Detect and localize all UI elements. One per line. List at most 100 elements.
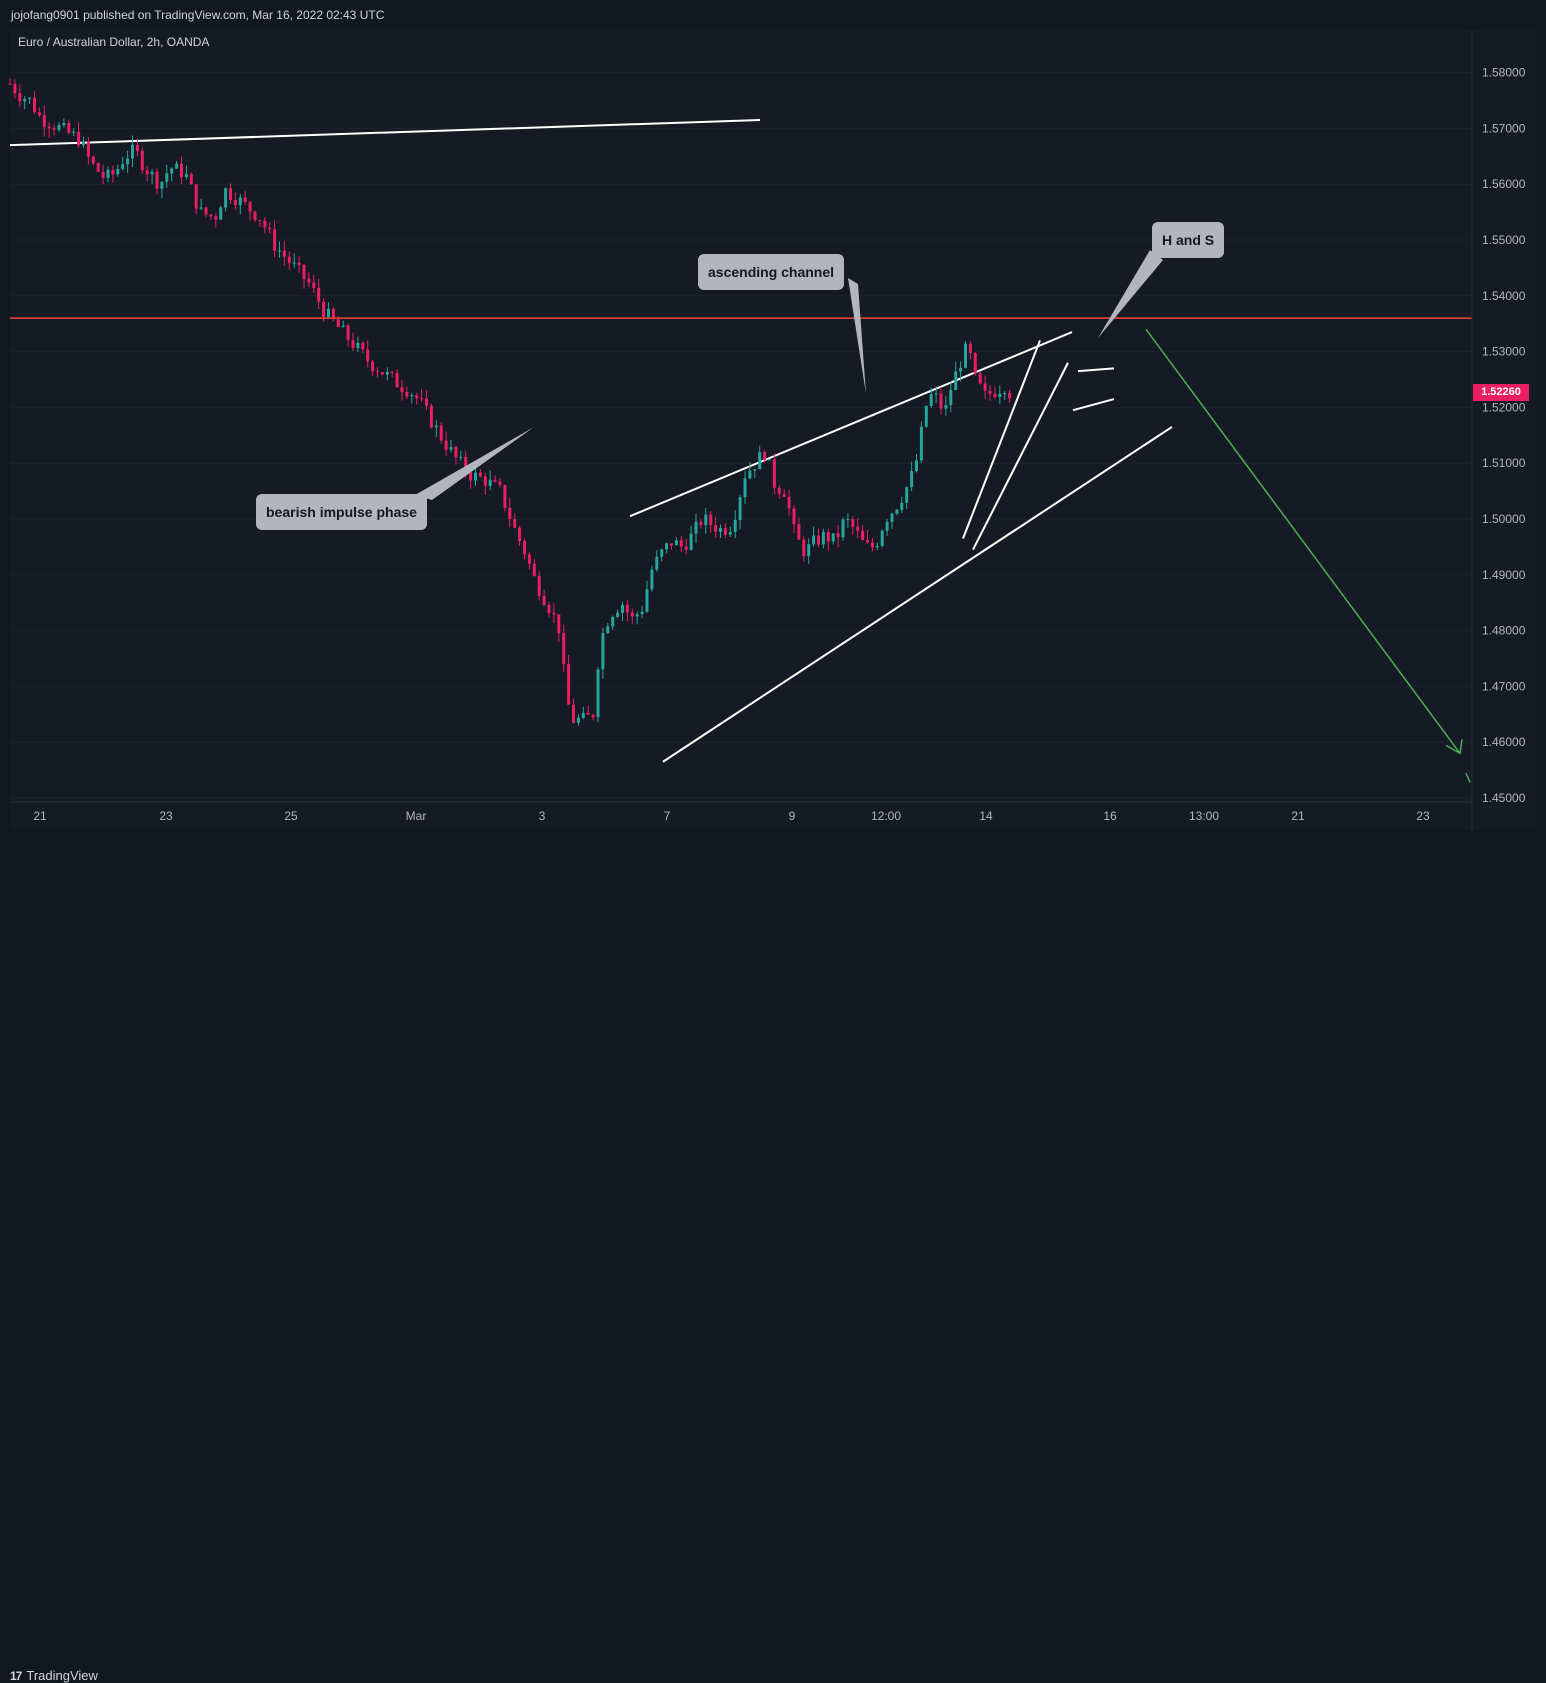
candle-body	[567, 664, 571, 705]
candle-body	[336, 319, 340, 327]
candle-body	[278, 250, 281, 252]
callout-ascending-channel[interactable]: ascending channel	[698, 254, 845, 290]
candle-body	[621, 604, 624, 613]
top-bar: jojofang0901 published on TradingView.co…	[0, 0, 1546, 30]
candle-body	[723, 527, 727, 535]
candle-body	[454, 447, 458, 458]
candle-body	[111, 169, 115, 175]
time-tick-label: 14	[979, 809, 993, 823]
candle-body	[42, 115, 46, 127]
candle-body	[248, 201, 252, 212]
candle-body	[23, 98, 27, 102]
candle-body	[792, 508, 796, 525]
tradingview-logo[interactable]: 17 TradingView	[10, 1668, 98, 1683]
candle-body	[204, 207, 208, 215]
candle-body	[660, 549, 664, 557]
candle-body	[753, 469, 757, 471]
candle-body	[807, 544, 811, 557]
candle-body	[572, 704, 575, 723]
price-tick-label: 1.57000	[1482, 121, 1526, 135]
candle-body	[86, 141, 90, 157]
candle-body	[96, 163, 100, 172]
candle-body	[679, 540, 683, 547]
price-tick-label: 1.50000	[1482, 512, 1526, 526]
candle-body	[371, 361, 375, 372]
time-tick-label: 23	[159, 809, 173, 823]
flag-top[interactable]	[1077, 367, 1115, 373]
price-axis[interactable]: 1.58000 1.57000 1.56000 1.55000 1.54000 1.530…	[1482, 66, 1526, 805]
candle-body	[748, 470, 752, 479]
candle-body	[846, 519, 850, 521]
callout-pointer-bearish	[415, 427, 534, 500]
candle-body	[542, 596, 546, 606]
rising-wedge-right[interactable]	[972, 362, 1069, 551]
candle-body	[537, 575, 541, 597]
candle-body	[449, 447, 453, 450]
candle-body	[444, 440, 448, 450]
price-tick-label: 1.54000	[1482, 289, 1526, 303]
candle-body	[670, 543, 673, 546]
candle-body	[630, 612, 634, 617]
chart-area[interactable]	[10, 30, 1536, 830]
candle-body	[273, 229, 277, 251]
candle-body	[57, 125, 61, 130]
price-chart[interactable]: 1.58000 1.57000 1.56000 1.55000 1.54000 1.530…	[0, 0, 1546, 865]
candle-body	[508, 507, 512, 520]
callout-h-and-s[interactable]: H and S	[1152, 222, 1225, 258]
candle-body	[91, 156, 95, 164]
candle-body	[150, 171, 154, 175]
candle-body	[243, 197, 247, 202]
candle-body	[165, 173, 169, 182]
candle-body	[924, 405, 928, 427]
candle-body	[866, 539, 869, 543]
candle-body	[640, 611, 644, 615]
rising-wedge-left[interactable]	[962, 340, 1041, 539]
candle-body	[135, 144, 139, 151]
candle-body	[209, 214, 213, 217]
callout-bearish-impulse[interactable]: bearish impulse phase	[256, 494, 427, 530]
candle-body	[233, 199, 237, 206]
candle-body	[719, 527, 722, 532]
candle-body	[728, 531, 732, 535]
time-tick-label: 21	[33, 809, 47, 823]
candle-body	[341, 325, 345, 327]
candle-body	[944, 405, 948, 409]
candle-body	[67, 122, 71, 133]
candle-body	[229, 188, 232, 200]
candle-body	[356, 342, 360, 348]
candle-body	[268, 227, 272, 230]
candle-body	[586, 712, 590, 715]
candle-body	[905, 487, 909, 503]
candle-body	[821, 531, 825, 545]
tradingview-logo-icon: 17	[10, 1668, 22, 1683]
candle-body	[841, 519, 845, 538]
candle-body	[885, 521, 889, 531]
candle-body	[851, 519, 855, 527]
candle-body	[562, 633, 566, 665]
channel-lower[interactable]	[662, 426, 1173, 763]
candle-body	[596, 669, 600, 718]
candle-body	[880, 530, 884, 546]
candle-body	[949, 390, 953, 406]
candle-body	[116, 169, 120, 175]
candle-body	[400, 387, 404, 393]
top-resistance-line[interactable]	[9, 119, 761, 147]
price-tick-label: 1.49000	[1482, 568, 1526, 582]
candle-body	[826, 531, 830, 542]
candle-body	[224, 188, 228, 208]
candle-body	[478, 472, 482, 477]
projection-line[interactable]	[1145, 328, 1461, 754]
candle-body	[988, 390, 992, 394]
candle-body	[532, 563, 536, 576]
candle-body	[459, 456, 463, 458]
time-axis[interactable]: 21 23 25 Mar 3 7 9 12:00 14 16 13:00 21 23	[33, 809, 1430, 823]
channel-upper[interactable]	[629, 331, 1073, 518]
candle-body	[993, 393, 997, 398]
candle-body	[410, 395, 414, 397]
callout-pointer-hs	[1098, 250, 1163, 338]
candle-body	[106, 169, 110, 178]
flag-bottom[interactable]	[1072, 398, 1115, 412]
candle-body	[322, 301, 326, 317]
candle-body	[523, 541, 526, 555]
candle-body	[390, 371, 394, 374]
